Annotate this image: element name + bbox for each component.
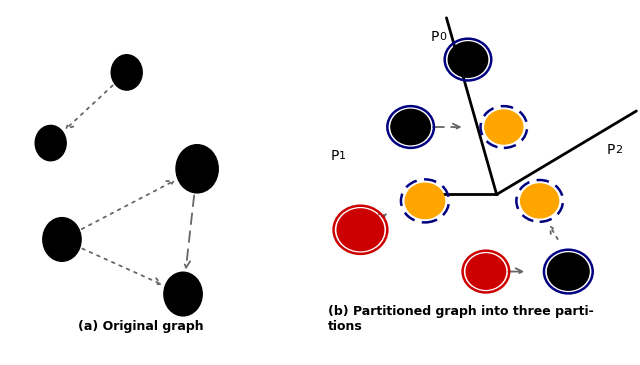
Text: 1: 1	[339, 151, 346, 161]
Circle shape	[485, 110, 523, 144]
Text: (a) Original graph: (a) Original graph	[78, 320, 204, 333]
Circle shape	[111, 55, 142, 90]
Text: (b) Partitioned graph into three parti-
tions: (b) Partitioned graph into three parti- …	[328, 304, 594, 333]
Circle shape	[176, 145, 218, 193]
Circle shape	[448, 42, 488, 77]
Circle shape	[521, 184, 559, 218]
Text: 0: 0	[439, 32, 446, 42]
Text: 2: 2	[615, 145, 622, 154]
Circle shape	[337, 209, 384, 251]
Circle shape	[548, 253, 589, 290]
Circle shape	[43, 218, 81, 261]
Circle shape	[466, 254, 506, 289]
Circle shape	[405, 183, 445, 219]
Circle shape	[164, 272, 202, 316]
Circle shape	[35, 126, 66, 161]
Text: P: P	[431, 30, 439, 44]
Text: P: P	[607, 142, 615, 157]
Text: P: P	[331, 149, 339, 163]
Circle shape	[391, 110, 430, 145]
